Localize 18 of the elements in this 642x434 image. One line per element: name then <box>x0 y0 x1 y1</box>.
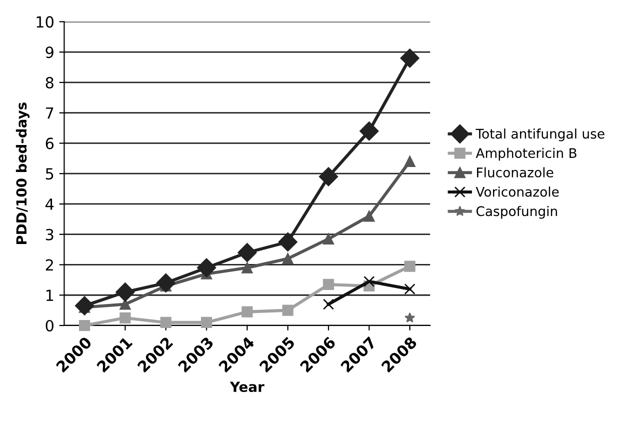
legend-label: Amphotericin B <box>476 148 576 161</box>
y-tick-label: 7 <box>46 108 54 119</box>
y-tick-label: 1 <box>46 290 54 301</box>
legend-label: Fluconazole <box>477 167 554 178</box>
legend-label: Voriconazole <box>476 186 559 197</box>
y-tick-label: 8 <box>46 76 54 88</box>
y-tick-label: 6 <box>46 138 54 150</box>
y-tick-label: 5 <box>46 168 54 180</box>
y-tick-label: 10 <box>36 16 54 28</box>
x-axis-title: Year <box>230 382 264 392</box>
y-axis-title: PDD/100 bed-days <box>16 102 30 244</box>
y-tick-label: 3 <box>46 228 54 240</box>
y-tick-label: 0 <box>46 320 54 332</box>
y-tick-label: 9 <box>46 46 54 58</box>
legend-label: Caspofungin <box>476 206 557 219</box>
y-tick-label: 2 <box>46 259 53 271</box>
legend-label: Total antifungal use <box>476 128 604 142</box>
y-tick-label: 4 <box>46 198 54 210</box>
